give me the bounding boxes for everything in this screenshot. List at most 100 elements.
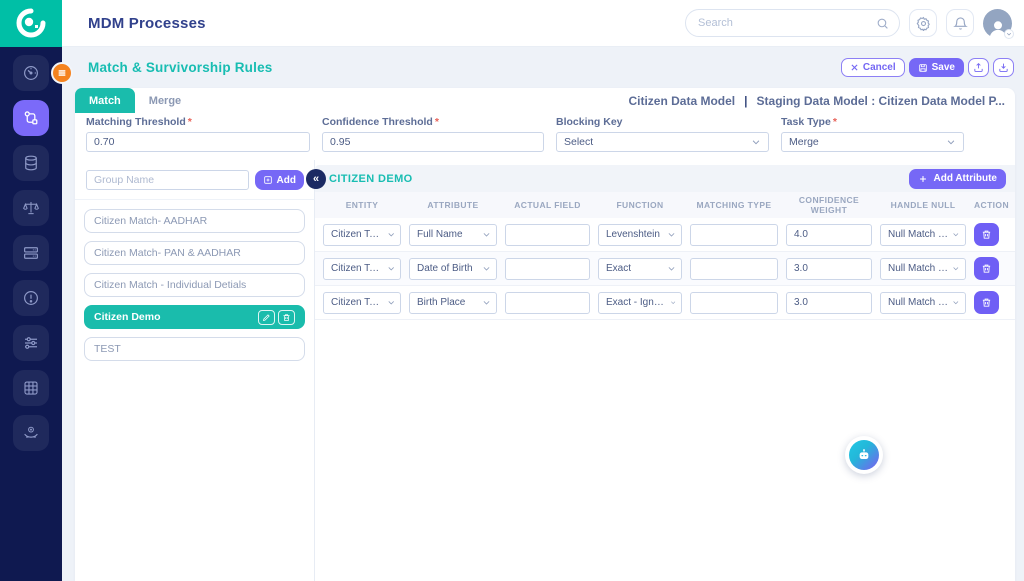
- save-button[interactable]: Save: [908, 58, 964, 77]
- confidence-threshold-label: Confidence Threshold *: [322, 116, 439, 128]
- group-list-item[interactable]: TEST: [84, 337, 305, 361]
- group-item-label: TEST: [94, 343, 121, 355]
- page-header: Match & Survivorship Rules Cancel Save: [62, 47, 1024, 88]
- group-list-item[interactable]: Citizen Demo: [84, 305, 305, 329]
- group-item-label: Citizen Match- PAN & AADHAR: [94, 247, 241, 259]
- sidebar-item-alerts[interactable]: [13, 280, 49, 316]
- chevron-down-icon: [947, 140, 955, 145]
- confidence-threshold-input[interactable]: [322, 132, 544, 152]
- group-name-input[interactable]: [86, 170, 249, 190]
- delete-attribute-button[interactable]: [974, 291, 999, 314]
- sidebar-item-dashboard[interactable]: [13, 55, 49, 91]
- search-input[interactable]: [698, 17, 876, 29]
- tab-match[interactable]: Match: [75, 88, 135, 113]
- settings-button[interactable]: [909, 9, 937, 37]
- delete-attribute-button[interactable]: [974, 257, 999, 280]
- rules-card: Match Merge Citizen Data Model | Staging…: [75, 88, 1015, 581]
- download-button[interactable]: [993, 58, 1014, 77]
- chatbot-button[interactable]: [845, 436, 883, 474]
- actual-field-input[interactable]: [505, 291, 590, 314]
- add-group-button[interactable]: Add: [254, 170, 304, 190]
- confidence-weight-input[interactable]: [786, 223, 872, 246]
- blocking-key-label: Blocking Key: [556, 116, 623, 128]
- task-type-select[interactable]: Merge: [781, 132, 964, 152]
- sidebar-item-stewardship[interactable]: [13, 415, 49, 451]
- tab-merge[interactable]: Merge: [148, 94, 182, 107]
- sliders-icon: [25, 337, 37, 349]
- attribute-row: Citizen Table Birth Place Exact - Ignore…: [315, 286, 1015, 320]
- delete-group-button[interactable]: [278, 309, 295, 325]
- save-icon: [918, 63, 927, 72]
- chevron-down-icon: [388, 267, 394, 271]
- matching-threshold-label: Matching Threshold *: [86, 116, 192, 128]
- user-avatar[interactable]: [983, 8, 1014, 39]
- confidence-weight-input[interactable]: [786, 257, 872, 280]
- chevron-down-icon: [953, 301, 959, 305]
- actual-field-input[interactable]: [505, 223, 590, 246]
- tab-strip: Match Merge Citizen Data Model | Staging…: [75, 88, 1015, 113]
- attribute-table-body: Citizen Table Full Name Levenshtein Null…: [315, 218, 1015, 320]
- blocking-key-select[interactable]: Select: [556, 132, 769, 152]
- search-box[interactable]: [685, 9, 900, 37]
- plus-square-icon: [263, 176, 272, 184]
- notifications-button[interactable]: [946, 9, 974, 37]
- sidebar-item-data-grid[interactable]: [13, 370, 49, 406]
- attribute-row: Citizen Table Full Name Levenshtein Null…: [315, 218, 1015, 252]
- function-select[interactable]: Exact - Ignore Case: [598, 291, 682, 314]
- gauge-icon: [24, 66, 38, 80]
- group-list-item[interactable]: Citizen Match- PAN & AADHAR: [84, 241, 305, 265]
- sidebar-item-data-store[interactable]: [13, 145, 49, 181]
- matching-type-input[interactable]: [690, 257, 778, 280]
- chevron-down-icon: [953, 267, 959, 271]
- delete-attribute-button[interactable]: [974, 223, 999, 246]
- handle-null-select[interactable]: Null Match None: [880, 257, 966, 280]
- handle-null-select[interactable]: Null Match None: [880, 223, 966, 246]
- logo-icon: [16, 8, 46, 38]
- actual-field-input[interactable]: [505, 257, 590, 280]
- add-attribute-button[interactable]: Add Attribute: [909, 168, 1006, 189]
- breadcrumb: Citizen Data Model | Staging Data Model …: [628, 93, 1005, 108]
- edit-group-button[interactable]: [258, 309, 275, 325]
- chevron-down-icon: [388, 233, 394, 237]
- collapse-panel-button[interactable]: «: [306, 169, 326, 189]
- section-title: Match & Survivorship Rules: [88, 60, 273, 75]
- app-logo[interactable]: [0, 0, 62, 47]
- chevron-down-icon: [668, 267, 675, 271]
- attribute-panel-header: CITIZEN DEMO Add Attribute: [315, 165, 1015, 192]
- entity-select[interactable]: Citizen Table: [323, 291, 401, 314]
- attribute-select[interactable]: Date of Birth: [409, 257, 497, 280]
- menu-toggle-button[interactable]: [51, 62, 73, 84]
- matching-type-input[interactable]: [690, 223, 778, 246]
- gear-icon: [916, 16, 930, 31]
- group-list-item[interactable]: Citizen Match - Individual Detials: [84, 273, 305, 297]
- avatar-chevron-badge: [1004, 28, 1014, 39]
- hands-holding-icon: [24, 426, 38, 438]
- selected-group-title: CITIZEN DEMO: [329, 172, 413, 185]
- matching-type-input[interactable]: [690, 291, 778, 314]
- function-select[interactable]: Exact: [598, 257, 682, 280]
- threshold-form: Matching Threshold* Confidence Threshold…: [75, 113, 1015, 160]
- chevron-down-icon: [668, 233, 675, 237]
- matching-threshold-input[interactable]: [86, 132, 310, 152]
- bell-icon: [952, 16, 968, 30]
- attribute-select[interactable]: Full Name: [409, 223, 497, 246]
- database-icon: [25, 155, 37, 171]
- entity-select[interactable]: Citizen Table: [323, 223, 401, 246]
- scales-icon: [23, 202, 39, 215]
- upload-button[interactable]: [968, 58, 989, 77]
- function-select[interactable]: Levenshtein: [598, 223, 682, 246]
- confidence-weight-input[interactable]: [786, 291, 872, 314]
- sidebar-item-mdm-processes[interactable]: [13, 100, 49, 136]
- breadcrumb-data-model: Citizen Data Model: [628, 93, 736, 108]
- upload-icon: [974, 62, 983, 72]
- group-list-item[interactable]: Citizen Match- AADHAR: [84, 209, 305, 233]
- attribute-select[interactable]: Birth Place: [409, 291, 497, 314]
- sidebar-item-governance[interactable]: [13, 190, 49, 226]
- trash-icon: [982, 264, 991, 273]
- entity-select[interactable]: Citizen Table: [323, 257, 401, 280]
- sidebar-item-configuration[interactable]: [13, 325, 49, 361]
- cancel-button[interactable]: Cancel: [840, 58, 905, 77]
- handle-null-select[interactable]: Null Match None: [880, 291, 966, 314]
- sidebar-item-servers[interactable]: [13, 235, 49, 271]
- hamburger-icon: [58, 70, 66, 76]
